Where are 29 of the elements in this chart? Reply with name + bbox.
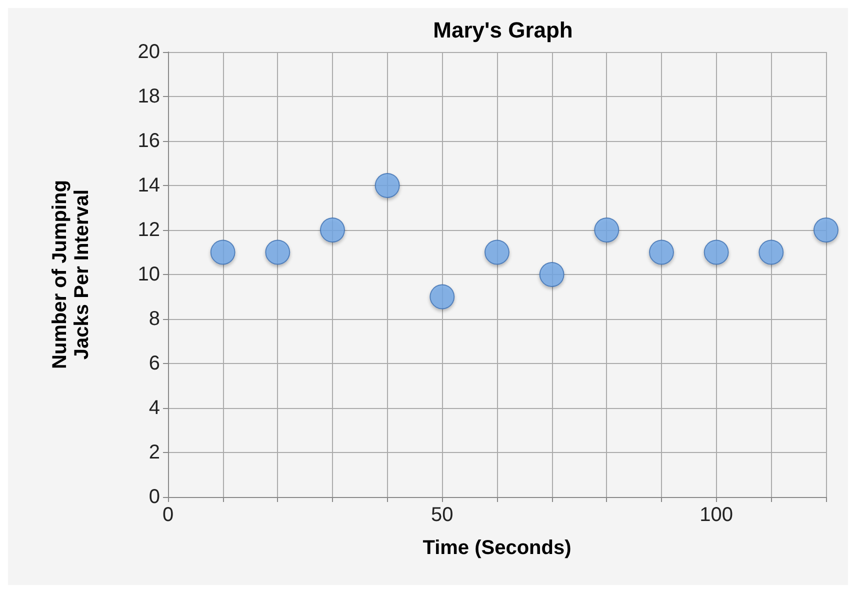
x-tick-label: 100 <box>700 504 734 526</box>
y-tick-label: 2 <box>148 442 160 464</box>
x-axis-title: Time (Seconds) <box>422 537 572 559</box>
point <box>649 240 674 265</box>
point <box>374 173 400 198</box>
x-tick-label: 0 <box>162 504 174 526</box>
y-tick-label: 18 <box>138 86 160 108</box>
y-tick-label: 8 <box>148 308 160 330</box>
y-tick-label: 4 <box>148 397 160 419</box>
y-axis-title: Number of Jumping Jacks Per Interval <box>49 180 93 369</box>
y-tick-label: 12 <box>138 219 160 241</box>
x-tick-label: 50 <box>431 504 454 526</box>
y-tick-label: 6 <box>148 352 160 374</box>
point <box>210 240 236 265</box>
point <box>758 240 784 265</box>
y-tick-label: 16 <box>138 130 160 152</box>
point <box>484 240 510 265</box>
point <box>265 240 290 265</box>
point <box>320 218 345 242</box>
point <box>430 284 455 310</box>
y-tick-label: 0 <box>148 486 160 508</box>
point <box>539 262 564 287</box>
y-tick-label: 10 <box>138 264 160 286</box>
point <box>814 218 838 242</box>
y-tick-label: 20 <box>138 41 160 63</box>
y-tick-label: 14 <box>138 174 160 196</box>
point <box>704 240 729 265</box>
chart-title: Mary's Graph <box>433 18 573 42</box>
point <box>594 218 620 242</box>
